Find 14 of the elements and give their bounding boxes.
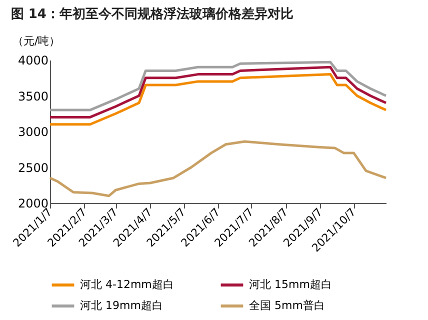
y-tick-label: 4000 — [18, 54, 48, 68]
line-series — [48, 73, 388, 126]
legend-label: 全国 5mm普白 — [249, 299, 325, 312]
line-series — [48, 60, 388, 112]
legend-label: 河北 15mm超白 — [249, 278, 332, 291]
chart-title: 图 14：年初至今不同规格浮法玻璃价格差异对比 — [10, 6, 294, 22]
y-tick-label: 3000 — [18, 125, 48, 139]
y-axis-title: （元/吨） — [12, 34, 60, 48]
line-series — [48, 66, 388, 118]
line-series — [48, 140, 388, 198]
y-tick-label: 2500 — [18, 160, 48, 175]
legend-label: 河北 19mm超白 — [80, 299, 163, 312]
legend-label: 河北 4-12mm超白 — [80, 278, 174, 291]
y-tick-label: 3500 — [18, 89, 48, 104]
